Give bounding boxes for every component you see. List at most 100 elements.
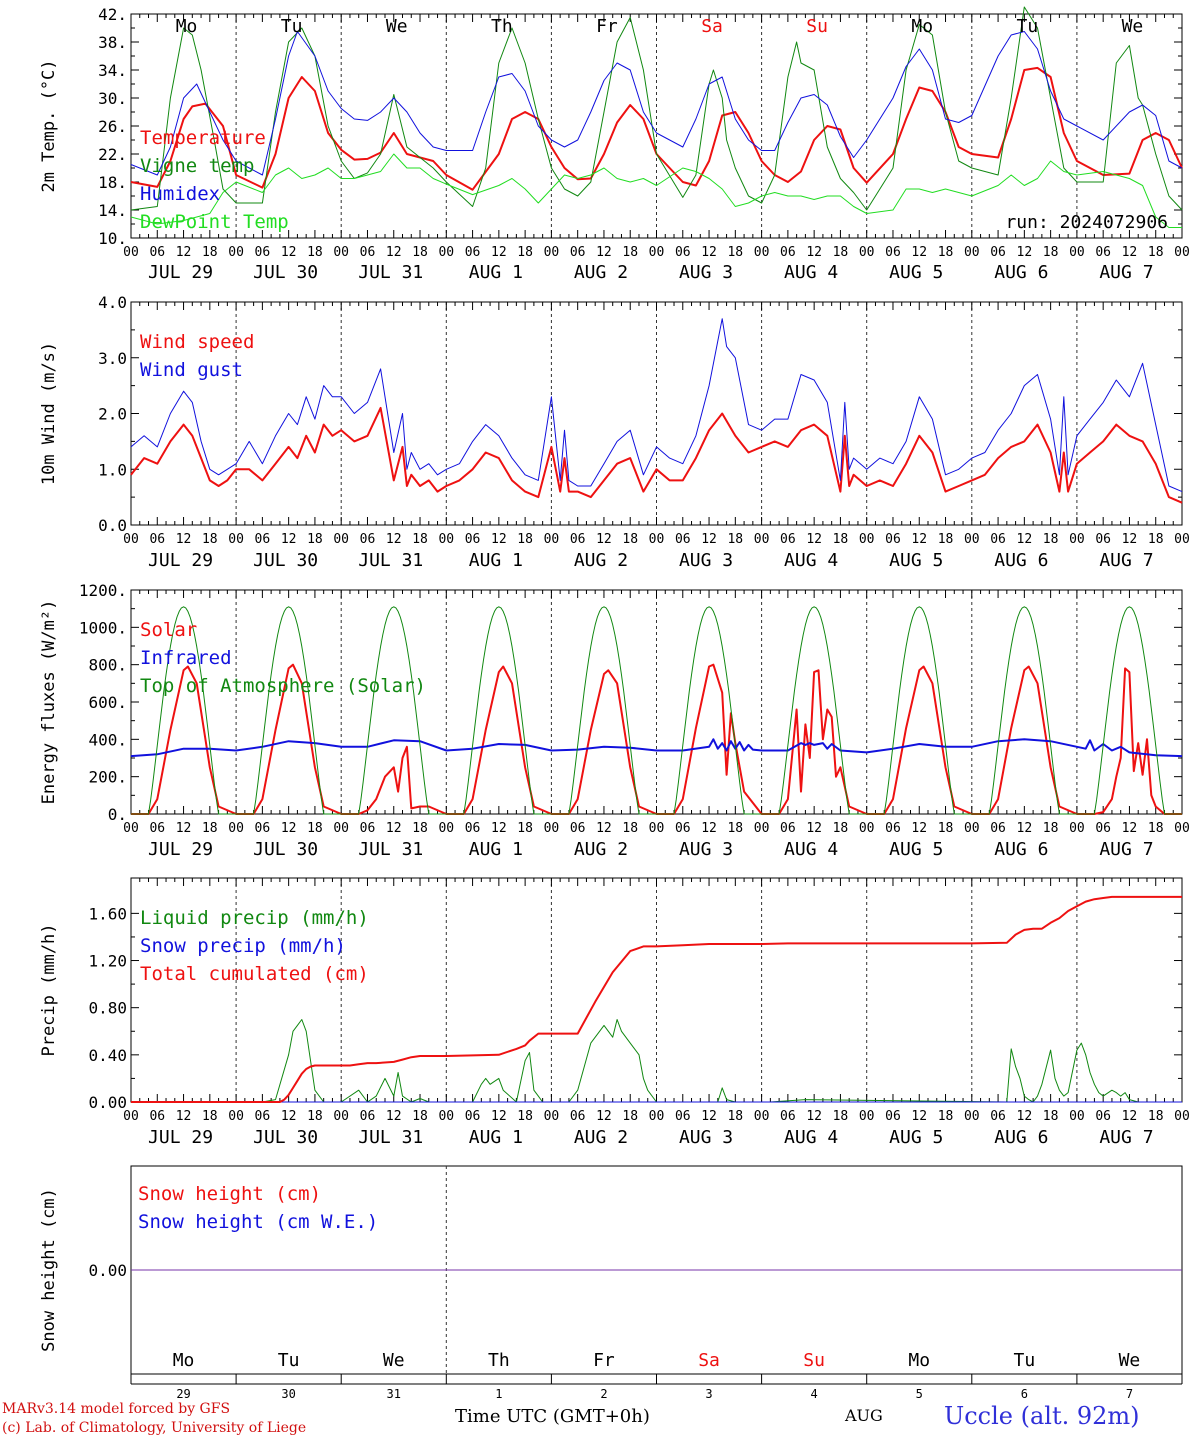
weekday-label: Tu bbox=[1017, 16, 1039, 37]
hour-tick-label: 12 bbox=[1122, 532, 1138, 547]
date-label: JUL 29 bbox=[148, 1127, 213, 1148]
day-number-label: 6 bbox=[1021, 1387, 1028, 1401]
hour-tick-label: 00 bbox=[544, 532, 560, 547]
date-label: JUL 31 bbox=[358, 839, 423, 860]
hour-tick-label: 12 bbox=[596, 821, 612, 836]
hour-tick-label: 00 bbox=[333, 1109, 349, 1124]
hour-tick-label: 06 bbox=[990, 245, 1006, 260]
series-line-liquid-precip-mm-h- bbox=[131, 1019, 1182, 1103]
legend-entry: Humidex bbox=[140, 183, 220, 205]
hour-tick-label: 06 bbox=[885, 821, 901, 836]
hour-tick-label: 00 bbox=[964, 821, 980, 836]
hour-tick-label: 06 bbox=[360, 532, 376, 547]
y-tick-label: 0.00 bbox=[88, 1093, 127, 1112]
hour-tick-label: 00 bbox=[649, 532, 665, 547]
legend-entry: Temperature bbox=[140, 127, 266, 149]
panel-5 bbox=[130, 1165, 1183, 1385]
date-label: AUG 4 bbox=[784, 1127, 838, 1148]
hour-tick-label: 18 bbox=[412, 245, 428, 260]
y-tick-label: 2.0 bbox=[98, 405, 127, 424]
legend-entry: Top of Atmosphere (Solar) bbox=[140, 675, 426, 697]
hour-tick-label: 00 bbox=[1174, 245, 1190, 260]
legend-entry: Snow height (cm) bbox=[138, 1183, 321, 1205]
hour-tick-label: 18 bbox=[1043, 532, 1059, 547]
hour-tick-label: 06 bbox=[1095, 821, 1111, 836]
hour-tick-label: 12 bbox=[281, 532, 297, 547]
y-axis-label: Energy fluxes (W/m²) bbox=[39, 600, 59, 805]
date-label: AUG 5 bbox=[889, 262, 943, 283]
hour-tick-label: 18 bbox=[727, 821, 743, 836]
hour-tick-label: 06 bbox=[885, 245, 901, 260]
series-line-solar bbox=[131, 663, 1182, 815]
model-credits: MARv3.14 model forced by GFS (c) Lab. of… bbox=[2, 1400, 306, 1438]
hour-tick-label: 18 bbox=[307, 245, 323, 260]
hour-tick-label: 06 bbox=[780, 1109, 796, 1124]
date-label: JUL 31 bbox=[358, 262, 423, 283]
legend-entry: Infrared bbox=[140, 647, 232, 669]
hour-tick-label: 00 bbox=[754, 821, 770, 836]
hour-tick-label: 06 bbox=[570, 532, 586, 547]
hour-tick-label: 12 bbox=[701, 532, 717, 547]
hour-tick-label: 12 bbox=[491, 532, 507, 547]
hour-tick-label: 06 bbox=[255, 532, 271, 547]
hour-tick-label: 12 bbox=[911, 1109, 927, 1124]
hour-tick-label: 00 bbox=[438, 245, 454, 260]
date-label: JUL 30 bbox=[253, 262, 318, 283]
hour-tick-label: 00 bbox=[123, 1109, 139, 1124]
hour-tick-label: 06 bbox=[360, 245, 376, 260]
date-label: AUG 2 bbox=[574, 839, 628, 860]
weekday-label: Tu bbox=[281, 16, 303, 37]
hour-tick-label: 00 bbox=[123, 821, 139, 836]
weekday-label: Su bbox=[806, 16, 828, 37]
hour-tick-label: 00 bbox=[754, 532, 770, 547]
legend-entry: DewPoint Temp bbox=[140, 211, 289, 233]
series-line-vigne-temp bbox=[130, 6, 1183, 211]
legend-entry: Wind speed bbox=[140, 331, 254, 353]
weekday-label: Sa bbox=[701, 16, 723, 37]
hour-tick-label: 18 bbox=[1148, 821, 1164, 836]
hour-tick-label: 06 bbox=[675, 532, 691, 547]
hour-tick-label: 18 bbox=[727, 532, 743, 547]
hour-tick-label: 00 bbox=[754, 245, 770, 260]
hour-tick-label: 12 bbox=[911, 245, 927, 260]
date-label: AUG 3 bbox=[679, 839, 733, 860]
time-axis-label: Time UTC (GMT+0h) bbox=[455, 1406, 650, 1427]
hour-tick-label: 00 bbox=[438, 821, 454, 836]
hour-tick-label: 06 bbox=[990, 532, 1006, 547]
hour-tick-label: 06 bbox=[990, 1109, 1006, 1124]
day-number-label: 3 bbox=[705, 1387, 712, 1401]
hour-tick-label: 12 bbox=[806, 532, 822, 547]
date-label: AUG 1 bbox=[469, 550, 523, 571]
hour-tick-label: 06 bbox=[570, 1109, 586, 1124]
hour-tick-label: 00 bbox=[1069, 1109, 1085, 1124]
hour-tick-label: 06 bbox=[570, 245, 586, 260]
hour-tick-label: 12 bbox=[281, 1109, 297, 1124]
y-tick-label: 1.60 bbox=[88, 904, 127, 923]
y-tick-label: 42. bbox=[98, 5, 127, 24]
hour-tick-label: 00 bbox=[1069, 821, 1085, 836]
hour-tick-label: 12 bbox=[596, 532, 612, 547]
hour-tick-label: 06 bbox=[885, 1109, 901, 1124]
hour-tick-label: 06 bbox=[255, 245, 271, 260]
hour-tick-label: 00 bbox=[859, 821, 875, 836]
hour-tick-label: 06 bbox=[990, 821, 1006, 836]
panel-4 bbox=[130, 877, 1183, 1103]
legend-entry: Solar bbox=[140, 619, 197, 641]
y-tick-label: 200. bbox=[88, 768, 127, 787]
y-tick-label: 14. bbox=[98, 201, 127, 220]
hour-tick-label: 12 bbox=[386, 245, 402, 260]
hour-tick-label: 12 bbox=[1017, 1109, 1033, 1124]
hour-tick-label: 00 bbox=[333, 245, 349, 260]
day-number-label: 4 bbox=[811, 1387, 818, 1401]
hour-tick-label: 18 bbox=[307, 532, 323, 547]
y-axis-label: Snow height (cm) bbox=[39, 1188, 59, 1352]
hour-tick-label: 06 bbox=[675, 821, 691, 836]
hour-tick-label: 12 bbox=[806, 245, 822, 260]
weekday-label: Sa bbox=[698, 1350, 720, 1371]
hour-tick-label: 06 bbox=[780, 532, 796, 547]
hour-tick-label: 12 bbox=[806, 821, 822, 836]
hour-tick-label: 00 bbox=[1174, 532, 1190, 547]
hour-tick-label: 06 bbox=[465, 821, 481, 836]
hour-tick-label: 18 bbox=[412, 821, 428, 836]
